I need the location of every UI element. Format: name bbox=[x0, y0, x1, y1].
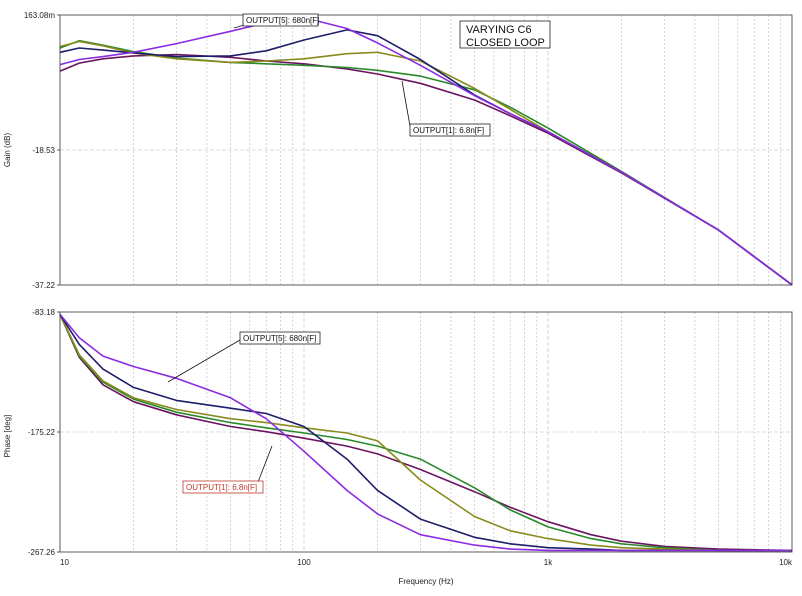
y-tick-label: 163.08m bbox=[24, 11, 55, 20]
annotation-box bbox=[239, 331, 321, 345]
title-box bbox=[459, 20, 551, 49]
chart-title-line-1: VARYING C6 bbox=[466, 24, 532, 36]
annotation-box bbox=[182, 480, 264, 494]
annotation-box bbox=[409, 123, 491, 137]
series-line-2 bbox=[59, 314, 792, 552]
annotation-label-680n-phase: OUTPUT[5]: 680n[F] bbox=[243, 334, 316, 343]
annotation-arrow bbox=[257, 445, 273, 483]
series-line-0 bbox=[59, 314, 793, 552]
series-line-0 bbox=[59, 53, 793, 286]
y-tick-label: -18.53 bbox=[32, 146, 55, 155]
y-axis-label-gain: Gain (dB) bbox=[3, 133, 12, 168]
series-line-1 bbox=[59, 314, 792, 552]
annotation-label-680n-gain: OUTPUT[5]: 680n[F] bbox=[246, 16, 319, 25]
x-tick-label: 1k bbox=[544, 558, 553, 567]
series-line-1 bbox=[59, 39, 793, 286]
annotation-label-6n8-gain: OUTPUT[1]: 6.8n[F] bbox=[413, 126, 484, 135]
y-tick-label: -83.18 bbox=[32, 308, 55, 317]
annotation-arrow bbox=[401, 80, 411, 127]
series-line-4 bbox=[59, 313, 792, 552]
annotation-arrow bbox=[167, 339, 241, 383]
x-tick-label: 10k bbox=[779, 558, 793, 567]
annotation-box bbox=[242, 13, 319, 27]
x-tick-label: 10 bbox=[60, 558, 69, 567]
y-axis-label-phase: Phase [deg] bbox=[3, 415, 12, 458]
annotation-label-6n8-phase: OUTPUT[1]: 6.8n[F] bbox=[186, 483, 257, 492]
chart-title-line-2: CLOSED LOOP bbox=[466, 37, 545, 49]
y-tick-label: -267.26 bbox=[28, 548, 56, 557]
y-tick-label: -175.22 bbox=[28, 428, 56, 437]
x-axis-label: Frequency (Hz) bbox=[398, 577, 453, 586]
series-line-4 bbox=[59, 16, 793, 286]
x-tick-label: 100 bbox=[297, 558, 311, 567]
y-tick-label: -37.22 bbox=[32, 281, 55, 290]
